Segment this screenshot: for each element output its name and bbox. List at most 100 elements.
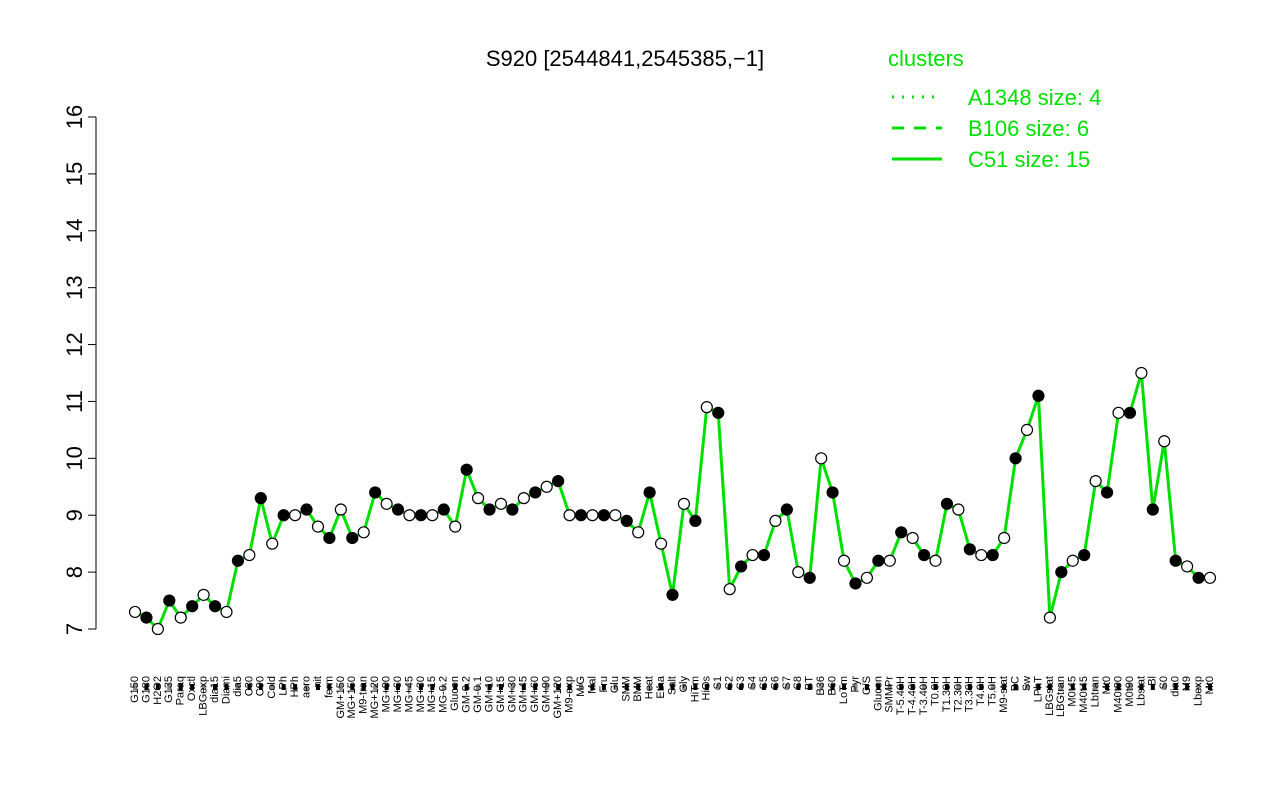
data-point <box>471 492 485 505</box>
x-tick-label: M9-tran <box>358 676 370 714</box>
x-tick <box>853 684 858 690</box>
data-point <box>723 583 736 596</box>
data-point <box>346 531 359 545</box>
data-point <box>1078 548 1091 562</box>
x-tick-label: dia15 <box>209 676 221 703</box>
x-tick-label: Pyr <box>849 676 861 693</box>
x-tick <box>498 684 503 690</box>
x-tick <box>784 684 789 690</box>
data-point <box>208 600 222 613</box>
x-tick <box>1173 684 1178 690</box>
x-tick-label: HiOs <box>701 676 713 701</box>
data-point <box>700 401 713 414</box>
x-tick <box>693 684 698 690</box>
x-tick <box>1036 684 1041 690</box>
x-tick-label: M0t45 <box>1067 676 1079 707</box>
x-tick-label: GM-0.2 <box>461 676 473 713</box>
data-point <box>243 548 256 562</box>
data-point <box>689 514 702 528</box>
x-tick <box>979 684 984 690</box>
x-tick-label: GM+120 <box>552 676 564 719</box>
x-tick-label: M40t90 <box>1112 676 1124 713</box>
x-tick <box>1208 684 1212 690</box>
x-tick-label: T2.30H <box>952 676 964 712</box>
x-tick <box>144 684 149 690</box>
data-point <box>746 548 759 562</box>
x-tick-label: B36 <box>815 676 827 696</box>
x-tick-label: Gly <box>678 676 690 693</box>
x-tick <box>510 684 515 690</box>
data-point <box>666 588 679 601</box>
x-tick <box>1150 684 1155 690</box>
x-tick-label: GM+45 <box>518 676 530 712</box>
y-tick-label: 12 <box>62 332 87 356</box>
data-point <box>186 600 199 613</box>
x-tick-label: BT <box>804 676 816 690</box>
x-tick <box>1105 684 1110 690</box>
x-tick-label: S8 <box>792 676 804 689</box>
x-tick <box>613 684 618 690</box>
x-tick-label: GM-0.1 <box>472 676 484 713</box>
x-tick-label: MG+150 <box>346 676 358 719</box>
legend-label: C51 size: 15 <box>968 147 1090 172</box>
x-tick-label: Lbexp <box>1192 676 1204 706</box>
data-point <box>437 503 450 516</box>
x-tick <box>796 684 801 690</box>
x-tick <box>556 684 561 690</box>
y-tick-label: 14 <box>62 219 87 243</box>
x-tick <box>910 684 915 690</box>
legend-title: clusters <box>888 46 964 71</box>
x-tick-label: T4.0H <box>975 676 987 706</box>
data-point <box>300 503 313 516</box>
data-point <box>449 520 462 533</box>
x-tick <box>213 684 218 690</box>
y-tick-label: 10 <box>62 446 87 470</box>
data-point <box>1020 423 1034 436</box>
x-tick-label: GM+60 <box>529 676 541 712</box>
x-tick-label: GM+30 <box>506 676 518 712</box>
x-tick-label: S1 <box>712 676 724 689</box>
data-point <box>975 548 988 562</box>
data-point <box>609 509 622 522</box>
data-point <box>529 486 542 499</box>
x-tick <box>258 684 263 690</box>
x-tick-label: Mt0 <box>1204 676 1216 694</box>
x-tick-label: S0 <box>1158 676 1170 689</box>
x-tick-label: T0.0H <box>929 676 941 706</box>
x-tick-label: GM+15 <box>495 676 507 712</box>
data-point <box>277 509 290 522</box>
data-point <box>1169 554 1182 567</box>
x-tick <box>1116 684 1121 690</box>
data-point <box>883 554 896 567</box>
x-tick <box>727 684 732 690</box>
x-tick <box>1093 684 1098 690</box>
x-tick-label: G/S <box>861 676 873 695</box>
x-tick-label: Glu <box>609 676 621 693</box>
x-tick-label: MG+45 <box>403 676 415 712</box>
x-tick-label: M9-exp <box>563 676 575 713</box>
data-point <box>140 611 153 624</box>
x-tick-label: LPh <box>278 676 290 696</box>
x-tick <box>476 684 481 690</box>
x-tick <box>876 684 881 690</box>
x-tick-label: S6 <box>769 676 781 689</box>
x-tick <box>373 684 378 690</box>
x-tick <box>133 684 137 690</box>
x-tick-label: MG+90 <box>381 676 393 712</box>
x-tick <box>624 684 629 690</box>
data-point <box>895 526 908 539</box>
data-point <box>403 509 416 522</box>
data-point <box>815 452 828 465</box>
x-tick-label: Lbtran <box>1090 676 1102 707</box>
data-point <box>654 537 668 550</box>
data-point <box>151 622 164 636</box>
x-tick <box>533 684 538 690</box>
x-tick-label: MG+15 <box>426 676 438 712</box>
x-tick-label: GM+90 <box>541 676 553 712</box>
x-tick-label: Mal <box>586 676 598 694</box>
x-tick-label: aero <box>300 676 312 698</box>
x-tick-label: Paraq <box>175 676 187 705</box>
x-tick <box>1047 684 1052 690</box>
x-tick <box>1196 684 1201 690</box>
